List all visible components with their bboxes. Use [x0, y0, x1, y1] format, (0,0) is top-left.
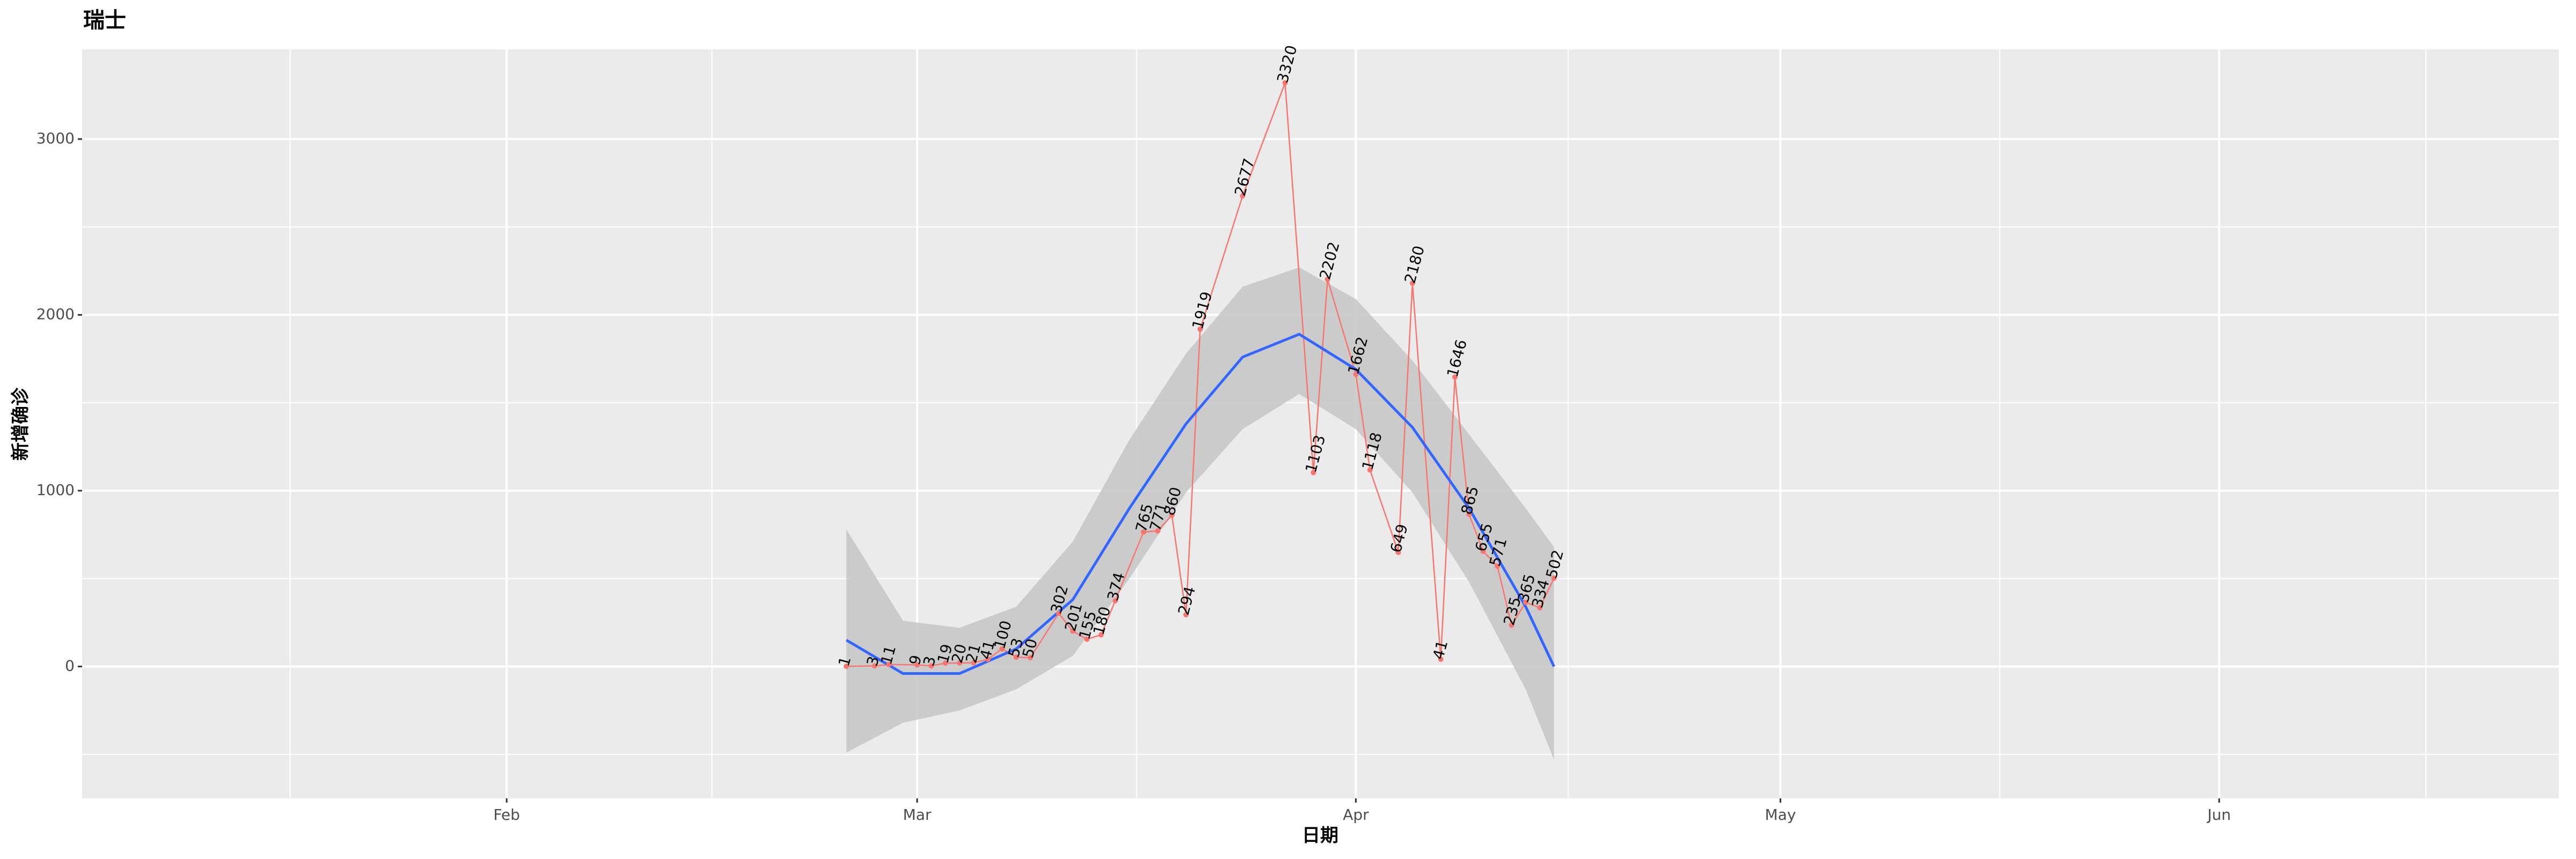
- data-point: [1113, 598, 1118, 603]
- data-point: [1056, 610, 1062, 616]
- panel: [82, 49, 2559, 798]
- data-point: [1282, 80, 1288, 86]
- data-point: [886, 661, 892, 667]
- data-point: [1013, 654, 1019, 660]
- chart-title: 瑞士: [83, 8, 126, 33]
- data-point: [1466, 512, 1472, 518]
- data-point: [957, 660, 963, 666]
- data-point: [971, 660, 977, 666]
- data-point: [1551, 576, 1557, 581]
- data-point: [844, 664, 850, 669]
- data-point: [1353, 372, 1359, 377]
- x-tick-label: Feb: [493, 806, 520, 824]
- data-point: [1480, 548, 1486, 554]
- data-point: [1523, 599, 1528, 605]
- data-point: [1395, 549, 1401, 555]
- data-point: [1169, 512, 1175, 518]
- data-point: [872, 663, 877, 669]
- data-point: [1311, 470, 1316, 476]
- data-point: [1098, 632, 1104, 638]
- data-point: [1495, 563, 1501, 569]
- y-axis-label: 新增确诊: [10, 387, 32, 461]
- data-point: [1509, 622, 1514, 628]
- data-point: [1452, 374, 1458, 380]
- data-point: [1240, 193, 1246, 199]
- y-tick-label: 1000: [36, 481, 75, 499]
- data-point: [942, 660, 948, 666]
- data-point: [1155, 528, 1161, 534]
- x-tick-label: Apr: [1343, 806, 1369, 824]
- x-tick-label: May: [1765, 806, 1796, 824]
- data-point: [1070, 628, 1075, 634]
- data-point: [914, 662, 920, 668]
- data-point: [1197, 326, 1203, 332]
- y-tick-label: 2000: [36, 305, 75, 323]
- data-point: [985, 656, 991, 662]
- data-point: [1140, 529, 1146, 535]
- data-point: [1537, 605, 1543, 611]
- y-tick-label: 3000: [36, 129, 75, 147]
- data-point: [1367, 467, 1373, 473]
- y-tick-label: 0: [65, 657, 75, 674]
- data-point: [1084, 636, 1090, 642]
- x-tick-label: Mar: [903, 806, 932, 824]
- data-point: [1409, 280, 1415, 286]
- data-point: [1027, 655, 1033, 661]
- data-point: [928, 663, 934, 669]
- data-point: [1438, 656, 1444, 662]
- x-axis-label: 日期: [1302, 825, 1338, 847]
- data-point: [1324, 276, 1330, 282]
- data-point: [999, 646, 1005, 652]
- smooth-line: [845, 332, 1555, 675]
- data-point: [1183, 612, 1189, 618]
- x-tick-label: Jun: [2206, 806, 2231, 824]
